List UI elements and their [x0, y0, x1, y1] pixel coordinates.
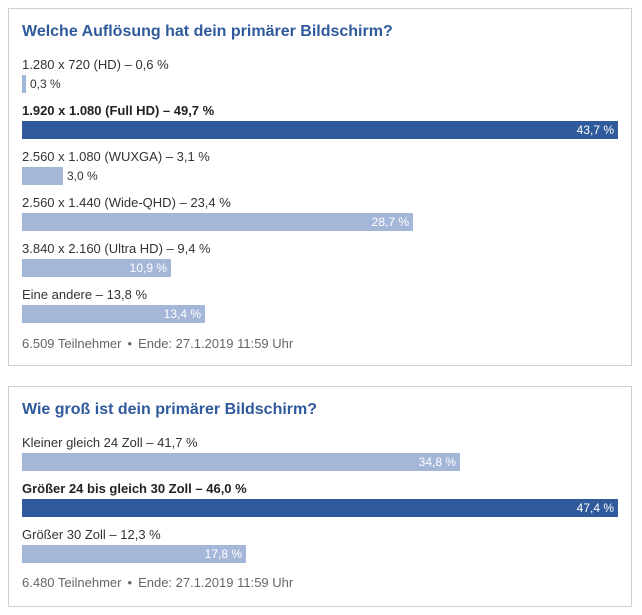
poll-result-percent: 3,0 % [67, 169, 98, 183]
poll-result-bar-winner: 47,4 % [22, 499, 618, 517]
poll-result-bar: 34,8 % [22, 453, 460, 471]
poll-result-bar: 13,4 % [22, 305, 205, 323]
participant-count: 6.480 Teilnehmer [22, 575, 122, 590]
poll-option-label: Eine andere – 13,8 % [22, 287, 148, 302]
poll-result-percent: 17,8 % [204, 547, 242, 561]
poll-result-percent: 0,3 % [30, 77, 61, 91]
poll-result-percent: 28,7 % [371, 215, 409, 229]
poll-result-percent: 34,8 % [418, 455, 456, 469]
poll-option-label-winner: 1.920 x 1.080 (Full HD) – 49,7 % [22, 103, 215, 118]
participant-count: 6.509 Teilnehmer [22, 336, 122, 351]
separator-dot: • [127, 336, 133, 351]
poll-option-label: 1.280 x 720 (HD) – 0,6 % [22, 57, 169, 72]
poll-result-percent: 47,4 % [576, 501, 614, 515]
poll-option-label: 3.840 x 2.160 (Ultra HD) – 9,4 % [22, 241, 211, 256]
poll-option-label: Größer 30 Zoll – 12,3 % [22, 527, 161, 542]
poll-card-resolution: Welche Auflösung hat dein primärer Bilds… [8, 8, 632, 366]
poll-title: Welche Auflösung hat dein primärer Bilds… [22, 23, 393, 40]
poll-result-bar: 28,7 % [22, 213, 413, 231]
poll-footer: 6.480 Teilnehmer • Ende: 27.1.2019 11:59 U… [22, 575, 293, 590]
poll-title: Wie groß ist dein primärer Bildschirm? [22, 401, 318, 418]
poll-option-label: Kleiner gleich 24 Zoll – 41,7 % [22, 435, 198, 450]
poll-footer: 6.509 Teilnehmer • Ende: 27.1.2019 11:59 U… [22, 336, 293, 351]
poll-result-percent: 10,9 % [129, 261, 167, 275]
poll-result-bar: 10,9 % [22, 259, 171, 277]
poll-card-size: Wie groß ist dein primärer Bildschirm? K… [8, 386, 632, 607]
poll-end-date: Ende: 27.1.2019 11:59 Uhr [138, 575, 294, 590]
poll-result-percent: 13,4 % [163, 307, 201, 321]
poll-result-bar-winner: 43,7 % [22, 121, 618, 139]
poll-result-bar: 0,3 % [22, 75, 61, 93]
poll-option-label: 2.560 x 1.080 (WUXGA) – 3,1 % [22, 149, 210, 164]
poll-option-label: 2.560 x 1.440 (Wide-QHD) – 23,4 % [22, 195, 231, 210]
poll-result-bar: 17,8 % [22, 545, 246, 563]
poll-result-percent: 43,7 % [576, 123, 614, 137]
separator-dot: • [127, 575, 133, 590]
poll-end-date: Ende: 27.1.2019 11:59 Uhr [138, 336, 294, 351]
poll-result-bar: 3,0 % [22, 167, 98, 185]
poll-option-label-winner: Größer 24 bis gleich 30 Zoll – 46,0 % [22, 481, 247, 496]
